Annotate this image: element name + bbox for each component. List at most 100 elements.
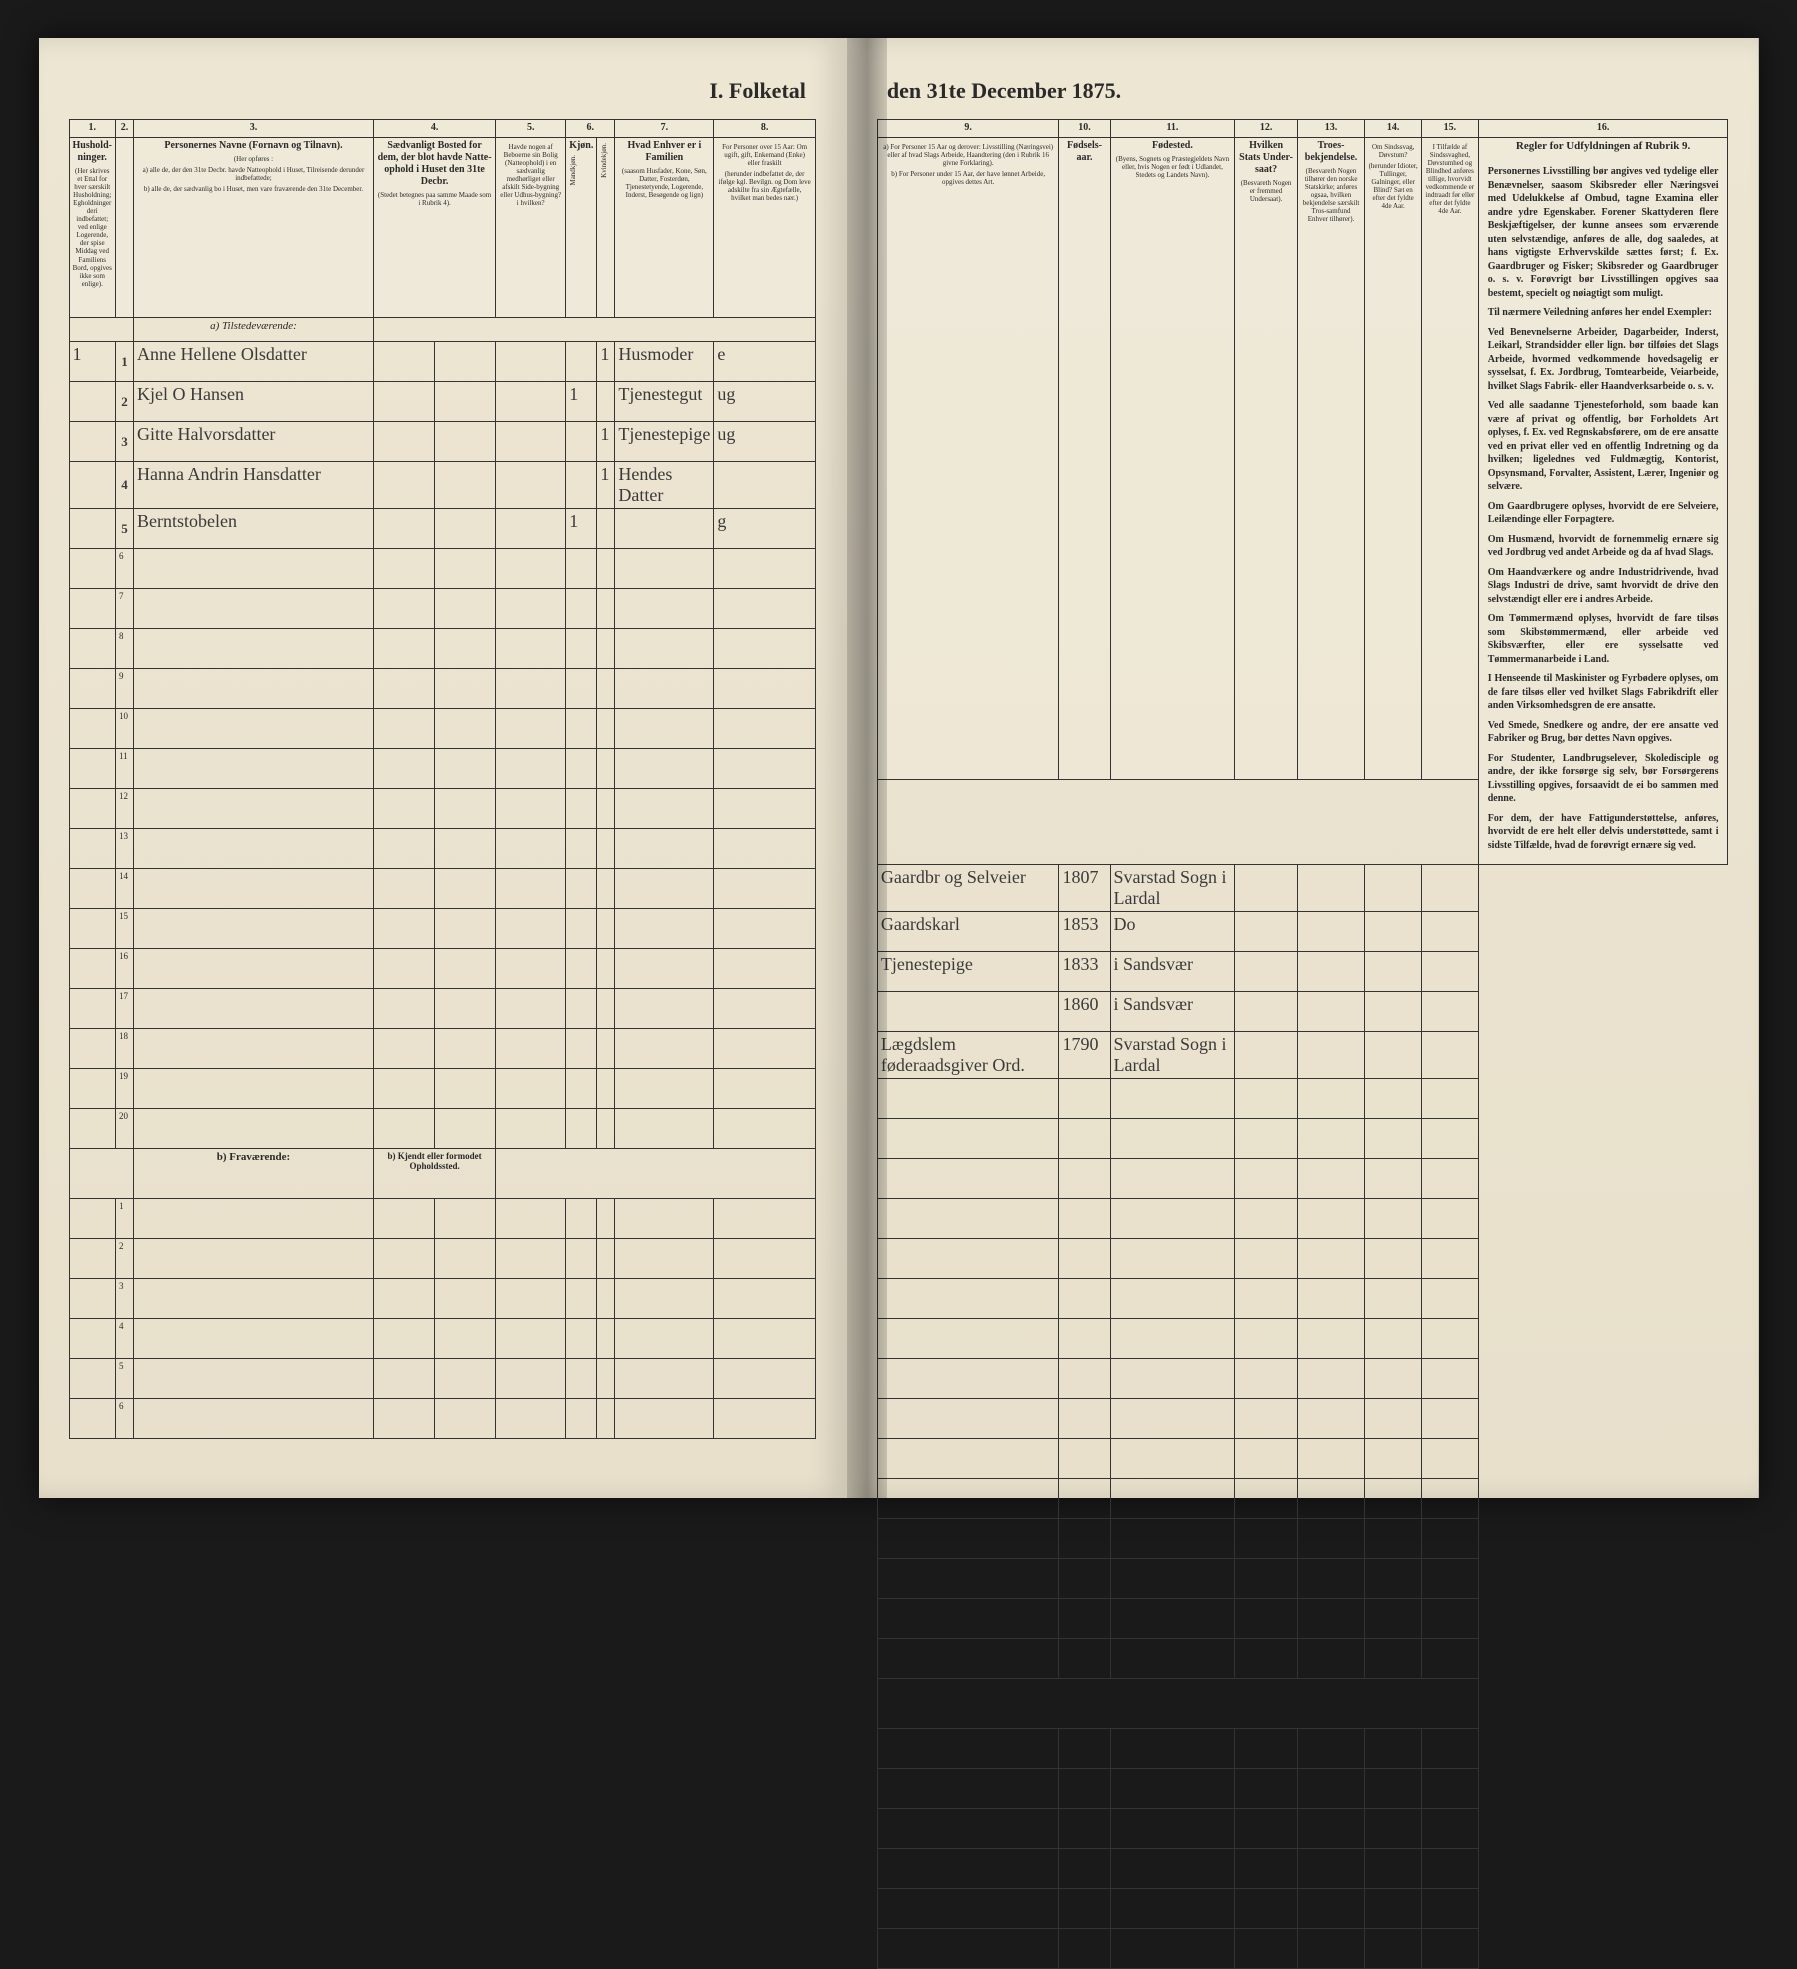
table-row [877,1769,1728,1809]
cell-kvinde: 1 [597,422,615,462]
instruction-para: Ved Smede, Snedkere og andre, der ere an… [1488,719,1719,746]
col-num: 7. [615,120,714,138]
cell-mand: 1 [566,509,597,549]
cell-undersaat [1235,865,1297,912]
cell-rownum: 4 [115,462,133,509]
header-label: Havde nogen af Beboerne sin Bolig (Natte… [499,143,562,207]
census-table-left: 1. 2. 3. 4. 5. 6. 7. 8. Hushold-ninger. … [69,119,816,1439]
cell-undersaat [1235,912,1297,952]
cell-fam: Tjenestepige [615,422,714,462]
table-row [877,1849,1728,1889]
cell-tilf [1422,992,1479,1032]
col-num: 16. [1478,120,1728,138]
instruction-para: Ved Benevnelserne Arbeider, Dagarbeider,… [1488,326,1719,394]
cell-hushold: 1 [69,342,115,382]
cell-rownum: 2 [115,1239,133,1279]
cell-stand: g [714,509,816,549]
header-sublabel: (Her skrives et Ettal for hver særskilt … [73,167,112,288]
cell-stilling [877,992,1059,1032]
cell-sted: i Sandsvær [1110,952,1235,992]
cell-stilling: Tjenestepige [877,952,1059,992]
header-label: Hushold-ninger. [73,140,112,163]
cell-bolig [496,509,566,549]
cell-rownum: 4 [115,1319,133,1359]
table-row: 6 [69,1399,815,1439]
table-row [877,1079,1728,1119]
header-livsstilling: a) For Personer 15 Aar og derover: Livss… [877,138,1059,780]
cell-bosted2 [435,462,496,509]
table-row [877,1359,1728,1399]
header-sublabel: (Besvareth Nogen er fremmed Undersaat). [1238,179,1293,203]
cell-kvinde: 1 [597,462,615,509]
cell-name: Kjel O Hansen [133,382,373,422]
table-row: 18 [69,1029,815,1069]
table-row [877,1279,1728,1319]
cell-name: Berntstobelen [133,509,373,549]
col-num: 5. [496,120,566,138]
cell-rownum: 6 [115,1399,133,1439]
cell-bosted2 [435,382,496,422]
cell-rownum: 18 [115,1029,133,1069]
cell-aar: 1790 [1059,1032,1110,1079]
table-row: 11 [69,749,815,789]
cell-fam: Tjenestegut [615,382,714,422]
table-row [877,1639,1728,1679]
table-row [877,1599,1728,1639]
cell-bosted2 [435,422,496,462]
header-row: Hushold-ninger. (Her skrives et Ettal fo… [69,138,815,318]
header-sublabel: (Byens, Sognets og Præstegjeldets Navn e… [1114,155,1232,179]
header-sublabel: (herunder indbefattet de, der ifølge kgl… [717,170,812,202]
header-sublabel: (herunder Idioter, Tullinger, Galninger,… [1368,162,1418,210]
cell-stilling: Gaardskarl [877,912,1059,952]
col-num: 1. [69,120,115,138]
table-row [877,1889,1728,1929]
cell-stand [714,462,816,509]
col-num: 13. [1297,120,1365,138]
table-row: Gaardskarl1853Do [877,912,1728,952]
cell-bolig [496,382,566,422]
cell-sinds [1365,865,1422,912]
cell-stilling: Gaardbr og Selveier [877,865,1059,912]
table-row: 1 [69,1199,815,1239]
cell-troes [1297,912,1365,952]
cell-name: Anne Hellene Olsdatter [133,342,373,382]
col-num: 4. [373,120,495,138]
cell-name: Gitte Halvorsdatter [133,422,373,462]
cell-bolig [496,342,566,382]
table-row: 15 [69,909,815,949]
cell-stand: ug [714,422,816,462]
book-spine [847,38,887,1498]
col-num: 2. [115,120,133,138]
cell-bosted [373,462,434,509]
table-row: Lægdslem føderaadsgiver Ord.1790Svarstad… [877,1032,1728,1079]
instructions-title: Regler for Udfyldningen af Rubrik 9. [1482,140,1725,153]
col-num: 11. [1110,120,1235,138]
header-undersaat: Hvilken Stats Under-saat? (Besvareth Nog… [1235,138,1297,780]
table-row: 4 [69,1319,815,1359]
census-book: I. Folketal 1. 2. 3. 4. 5. 6. 7. 8. Hush… [39,38,1759,1498]
table-row: 14 [69,869,815,909]
page-title-left: I. Folketal [69,78,816,104]
col-num: 10. [1059,120,1110,138]
cell-aar: 1860 [1059,992,1110,1032]
cell-undersaat [1235,992,1297,1032]
instruction-para: Til nærmere Veiledning anføres her endel… [1488,306,1719,320]
left-page: I. Folketal 1. 2. 3. 4. 5. 6. 7. 8. Hush… [39,38,847,1498]
cell-rownum: 6 [115,549,133,589]
instruction-para: Ved alle saadanne Tjenesteforhold, som b… [1488,399,1719,494]
cell-stand: ug [714,382,816,422]
header-husholdning: Hushold-ninger. (Her skrives et Ettal fo… [69,138,115,318]
table-row [877,1119,1728,1159]
cell-bosted [373,509,434,549]
col-num: 15. [1422,120,1479,138]
cell-hushold [69,462,115,509]
instruction-para: For Studenter, Landbrugselever, Skoledis… [1488,752,1719,806]
cell-rownum: 13 [115,829,133,869]
header-regler: Regler for Udfyldningen af Rubrik 9. Per… [1478,138,1728,865]
cell-sinds [1365,912,1422,952]
header-label: For Personer over 15 Aar: Om ugift, gift… [717,143,812,167]
cell-sted: Svarstad Sogn i Lardal [1110,865,1235,912]
section-absent-spacer [877,1679,1728,1729]
cell-troes [1297,865,1365,912]
table-row [877,1199,1728,1239]
